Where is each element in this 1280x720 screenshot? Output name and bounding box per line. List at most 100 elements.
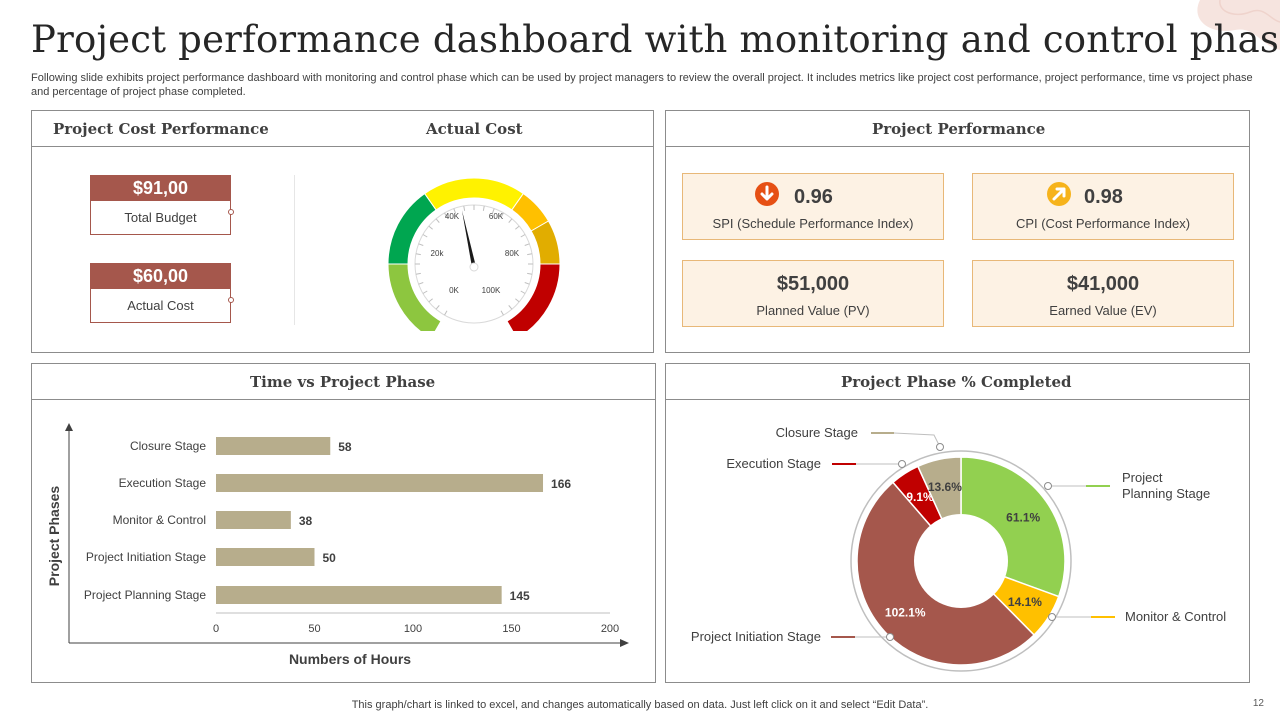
cpi-card: 0.98 CPI (Cost Performance Index) [972, 173, 1234, 240]
panel-header: Project Phase % Completed [666, 364, 1249, 400]
planned-value-label: Planned Value (PV) [756, 303, 870, 318]
gauge-tick [444, 310, 448, 316]
x-axis-title: Numbers of Hours [289, 651, 411, 667]
slice-label: 9.1% [906, 490, 934, 504]
gauge-tick [500, 212, 504, 218]
earned-value: $41,000 [1066, 273, 1140, 295]
x-tick-label: 0 [213, 623, 219, 635]
page-subtitle: Following slide exhibits project perform… [31, 72, 1253, 98]
actual-cost-value: $60,00 [90, 263, 231, 289]
category-label: Closure Stage [130, 439, 206, 453]
phase-completed-title: Project Phase % Completed [841, 373, 1072, 391]
panel-header: Time vs Project Phase [32, 364, 655, 400]
actual-cost-gauge-title: Actual Cost [426, 120, 523, 138]
gauge-tick [422, 290, 428, 294]
bar [216, 548, 315, 566]
legend-execution-stage: Execution Stage [726, 456, 821, 471]
bar [216, 586, 502, 604]
legend-planning-stage-line2: Planning Stage [1122, 486, 1210, 501]
x-tick-label: 100 [404, 623, 422, 635]
legend-monitor-control: Monitor & Control [1125, 609, 1226, 624]
planned-value: $51,000 [776, 273, 850, 295]
corner-decoration [1197, 0, 1280, 50]
gauge-tick-label-80k: 80K [505, 249, 520, 258]
slice-label: 102.1% [885, 606, 926, 620]
cost-performance-panel: Project Cost Performance Actual Cost $91… [31, 110, 654, 353]
total-budget-label: Total Budget [124, 210, 197, 225]
donut-outer-ring [850, 450, 1072, 672]
spi-card: 0.96 SPI (Schedule Performance Index) [682, 173, 944, 240]
footer-note: This graph/chart is linked to excel, and… [351, 699, 929, 711]
time-vs-phase-bar-chart: Project Phases Numbers of Hours Closure … [46, 423, 629, 667]
actual-cost-label-box: Actual Cost [90, 289, 234, 323]
gauge-tick [418, 243, 424, 247]
gauge-segment [506, 263, 561, 331]
bar-value-label: 145 [510, 589, 530, 603]
slice-label: 14.1% [1008, 595, 1042, 609]
page-number: 12 [1252, 698, 1264, 709]
gauge-tick [515, 298, 520, 303]
gauge-tick [500, 310, 504, 316]
bar-value-label: 166 [551, 477, 571, 491]
arrow-down-circle-icon [755, 182, 779, 206]
gauge-tick [453, 208, 457, 214]
divider [294, 175, 295, 325]
legend-dots [886, 443, 1056, 641]
gauge-tick [463, 205, 466, 211]
cpi-value: 0.98 [1084, 186, 1123, 208]
connector-dot [228, 209, 234, 215]
spi-label: SPI (Schedule Performance Index) [712, 216, 914, 231]
gauge-needle [461, 210, 476, 268]
gauge-tick [491, 208, 495, 214]
total-budget-value: $91,00 [90, 175, 231, 201]
legend-closure-stage: Closure Stage [776, 425, 858, 440]
gauge-tick [415, 253, 421, 256]
bar [216, 511, 291, 529]
earned-value-card: $41,000 Earned Value (EV) [972, 260, 1234, 327]
slice-label: 61.1% [1006, 510, 1040, 524]
gauge-tick [524, 281, 530, 285]
bar [216, 437, 331, 455]
actual-cost-gauge: 0K 20k 40K 60K 80K 100K [387, 177, 561, 331]
category-label: Project Initiation Stage [86, 550, 206, 564]
gauge-tick [520, 290, 526, 294]
time-vs-phase-title: Time vs Project Phase [250, 373, 436, 391]
x-tick-label: 200 [601, 623, 619, 635]
x-tick-label: 50 [308, 623, 320, 635]
project-performance-title: Project Performance [872, 120, 1046, 138]
cpi-label: CPI (Cost Performance Index) [1015, 216, 1191, 231]
total-budget-label-box: Total Budget [90, 201, 234, 235]
gauge-tick [482, 205, 485, 211]
gauge-tick [524, 243, 530, 247]
gauge-tick-label-40k: 40K [445, 212, 460, 221]
phase-completed-panel: Project Phase % Completed 61.1% 14.1% 102.… [665, 363, 1250, 683]
gauge-tick [435, 305, 440, 310]
gauge-tick-label-100k: 100K [482, 286, 501, 295]
gauge-tick [428, 225, 433, 230]
planned-value-card: $51,000 Planned Value (PV) [682, 260, 944, 327]
category-label: Monitor & Control [113, 513, 206, 527]
gauge-tick [415, 272, 421, 275]
category-label: Execution Stage [119, 476, 207, 490]
x-axis-arrow [620, 639, 629, 647]
panel-header: Project Performance [666, 111, 1249, 147]
page-title: Project performance dashboard with monit… [31, 18, 1280, 61]
gauge-tick [435, 218, 440, 223]
cost-performance-title: Project Cost Performance [53, 120, 269, 138]
gauge-tick-label-0: 0K [449, 286, 459, 295]
earned-value-label: Earned Value (EV) [1049, 303, 1157, 318]
gauge-tick [418, 281, 424, 285]
gauge-tick [515, 225, 520, 230]
arrow-up-right-circle-icon [1047, 182, 1071, 206]
gauge-tick [527, 272, 533, 275]
panel-header: Project Cost Performance Actual Cost [32, 111, 653, 147]
connector-dot [228, 297, 234, 303]
gauge-tick [527, 253, 533, 256]
bar-value-label: 38 [299, 514, 313, 528]
project-performance-panel: Project Performance 0.96 SPI (Schedule P… [665, 110, 1250, 353]
y-axis-arrow [65, 423, 73, 431]
y-axis-title: Project Phases [46, 486, 62, 587]
gauge-tick-label-20k: 20k [431, 249, 445, 258]
gauge-tick [428, 298, 433, 303]
actual-cost-label: Actual Cost [127, 298, 194, 313]
